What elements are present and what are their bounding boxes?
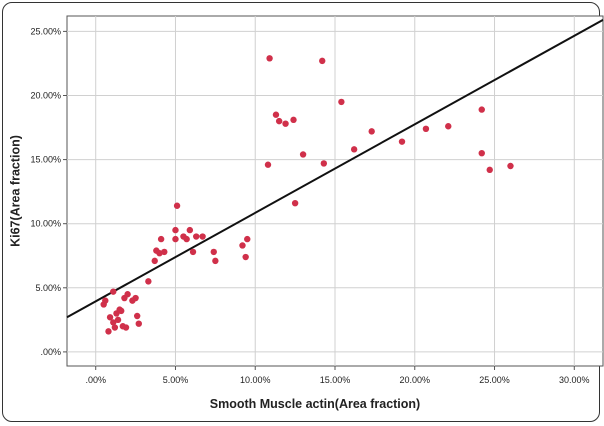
data-point <box>172 226 179 234</box>
x-tick-label: 10.00% <box>240 375 271 385</box>
data-point <box>210 248 217 256</box>
data-point <box>212 257 219 265</box>
data-point <box>291 199 299 207</box>
x-tick-label: 25.00% <box>479 375 510 385</box>
data-point <box>114 316 122 324</box>
regression-line <box>66 18 604 319</box>
data-point <box>350 146 358 153</box>
grid-lines <box>67 16 603 366</box>
y-axis-ticks: .00% 5.00% 10.00% 15.00% 20.00% 25.00% <box>30 26 67 357</box>
data-point <box>290 116 297 124</box>
data-point <box>239 242 246 249</box>
data-point <box>106 314 114 321</box>
data-point <box>478 106 485 113</box>
y-axis-title: Ki67(Area fraction) <box>8 135 22 247</box>
data-point <box>275 117 283 125</box>
data-point <box>161 248 168 256</box>
data-point <box>156 249 163 257</box>
x-tick-label: 30.00% <box>559 375 590 385</box>
x-axis-title: Smooth Muscle actin(Area fraction) <box>210 397 420 411</box>
data-point <box>172 235 179 243</box>
data-point <box>183 235 190 243</box>
data-point <box>135 320 142 327</box>
data-point <box>486 166 493 174</box>
data-point <box>118 307 125 315</box>
data-point <box>264 161 272 168</box>
y-tick-label: 20.00% <box>30 90 61 100</box>
data-point <box>319 57 326 65</box>
data-point <box>122 324 130 331</box>
data-point <box>105 328 112 335</box>
data-point <box>398 138 406 145</box>
data-point <box>111 324 119 331</box>
data-point <box>478 149 485 157</box>
data-point <box>110 319 117 326</box>
data-point <box>157 235 165 243</box>
data-point <box>193 233 200 240</box>
data-point <box>445 123 452 130</box>
data-point <box>199 233 206 240</box>
data-point <box>124 291 131 298</box>
y-tick-label: 5.00% <box>35 283 61 293</box>
data-point <box>173 202 181 209</box>
x-axis-ticks: .00% 5.00% 10.00% 15.00% 20.00% 25.00% 30.00% <box>85 366 590 385</box>
data-point <box>272 111 280 118</box>
x-tick-label: 15.00% <box>320 375 351 385</box>
data-point <box>186 226 194 234</box>
data-point <box>244 235 251 243</box>
y-tick-label: 10.00% <box>30 219 61 229</box>
data-point <box>110 288 117 295</box>
data-point <box>320 160 328 167</box>
data-point <box>422 125 430 133</box>
data-point <box>368 128 375 135</box>
data-point <box>145 278 152 285</box>
data-point <box>132 294 139 302</box>
data-point <box>189 248 197 256</box>
x-tick-label: 5.00% <box>163 375 189 385</box>
data-point <box>507 162 514 170</box>
x-tick-label: .00% <box>85 375 106 385</box>
y-tick-label: .00% <box>40 347 61 357</box>
y-tick-label: 15.00% <box>30 155 61 165</box>
data-point <box>242 253 249 261</box>
data-point <box>338 98 345 106</box>
data-point <box>266 55 273 62</box>
data-point <box>151 257 158 265</box>
x-tick-label: 20.00% <box>399 375 430 385</box>
data-point <box>133 312 141 320</box>
data-points <box>100 55 514 335</box>
data-point <box>282 120 289 127</box>
y-tick-label: 25.00% <box>30 26 61 36</box>
data-point <box>102 297 109 304</box>
data-point <box>299 151 307 158</box>
